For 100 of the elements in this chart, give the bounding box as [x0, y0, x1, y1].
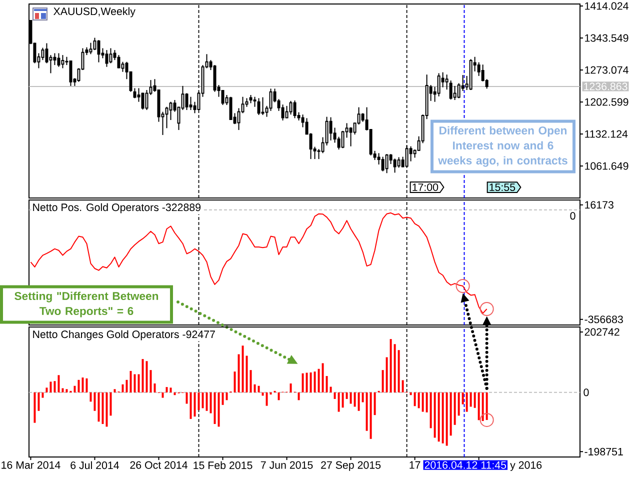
y-tick-label: 1132.124	[585, 130, 628, 138]
bar	[382, 370, 384, 392]
y-tick-label: 1202.599	[585, 98, 628, 106]
bar	[366, 392, 368, 431]
bar	[238, 354, 240, 392]
bar	[106, 392, 108, 427]
bar	[486, 392, 488, 420]
bar	[462, 392, 464, 404]
x-tick-label: 26 Oct 2014	[130, 461, 188, 469]
bar	[226, 392, 228, 400]
bar	[414, 392, 416, 406]
candlestick	[253, 96, 256, 108]
y-tick-label: 16173	[585, 201, 614, 209]
candlestick	[57, 52, 60, 68]
bar	[202, 392, 204, 408]
bar	[98, 392, 100, 422]
candlestick	[405, 144, 408, 167]
bar	[154, 383, 156, 392]
bar	[438, 392, 440, 442]
bar	[218, 392, 220, 427]
text: y 2016	[510, 461, 542, 471]
bar	[482, 392, 484, 422]
bar	[166, 387, 168, 392]
bar	[174, 392, 176, 396]
annotation: 17:00	[412, 183, 438, 192]
bar	[302, 373, 304, 392]
x-tick-label: 6 Jul 2014	[70, 461, 120, 470]
ref-line-label: 1236.863	[584, 82, 628, 90]
bar	[338, 392, 340, 412]
bar	[398, 350, 400, 392]
bar	[62, 388, 64, 392]
bar	[190, 392, 192, 419]
bar	[258, 386, 260, 392]
bar	[138, 374, 140, 392]
y-tick-label: -198751	[584, 448, 623, 456]
candlestick	[269, 88, 272, 112]
bar	[346, 392, 348, 399]
candlestick	[381, 156, 384, 172]
bar	[422, 392, 424, 412]
bar	[362, 392, 364, 402]
bar	[122, 384, 124, 392]
bar	[458, 392, 460, 416]
candlestick	[257, 98, 260, 116]
chart-title: Netto Changes Gold Operators -92477	[33, 330, 215, 340]
bar	[394, 344, 396, 392]
x-tick-label: 15 Feb 2015	[194, 461, 252, 470]
candlestick	[449, 80, 452, 100]
bar	[298, 392, 300, 400]
bar	[46, 388, 48, 392]
bar	[450, 392, 452, 436]
bar	[334, 392, 336, 399]
bar	[262, 392, 264, 396]
candlestick	[105, 50, 108, 68]
bar	[278, 392, 280, 400]
y-tick-label: 1061.649	[585, 162, 628, 170]
bar	[306, 372, 308, 392]
candlestick	[393, 158, 396, 174]
bar	[354, 392, 356, 407]
bar	[78, 380, 80, 392]
bar	[34, 392, 36, 423]
bar	[454, 392, 456, 425]
bar	[82, 378, 84, 392]
bar	[234, 372, 236, 392]
bar	[42, 392, 44, 398]
bar	[358, 392, 360, 411]
annotation: Different between Open Interest now and 6 weeks ago, in contracts	[438, 126, 568, 167]
annotation: 15:55	[490, 184, 516, 192]
y-tick-label: 202742	[584, 328, 620, 336]
bar	[58, 375, 60, 392]
bar	[330, 386, 332, 392]
candlestick	[97, 40, 100, 63]
y-tick-label: 1273.074	[585, 66, 628, 74]
x-tick-label: 17	[410, 461, 420, 469]
chart-title: XAUUSD,Weekly	[54, 7, 136, 18]
bar	[246, 356, 248, 392]
bar	[402, 380, 404, 392]
ref-line-label: 0	[570, 212, 576, 220]
candlestick	[389, 154, 392, 165]
candlestick	[213, 64, 216, 92]
bar	[430, 392, 432, 428]
candlestick	[189, 96, 192, 110]
bar	[242, 346, 244, 392]
bar	[210, 392, 212, 414]
bar	[322, 363, 324, 392]
chart-title: Netto Pos. Gold Operators -322889	[33, 203, 201, 214]
candlestick	[141, 92, 144, 110]
candlestick	[329, 116, 332, 141]
bar	[214, 392, 216, 424]
bar	[426, 392, 428, 412]
bar	[474, 392, 476, 408]
candlestick	[221, 90, 224, 106]
y-tick-label: 1343.549	[585, 34, 628, 42]
candlestick	[285, 105, 288, 118]
bar	[222, 392, 224, 405]
bar	[54, 381, 56, 392]
ref-line-label: 2016.04.12 11:45	[424, 461, 506, 469]
candlestick	[61, 54, 64, 69]
candlestick	[341, 130, 344, 149]
bar	[310, 372, 312, 392]
candlestick	[453, 85, 456, 101]
